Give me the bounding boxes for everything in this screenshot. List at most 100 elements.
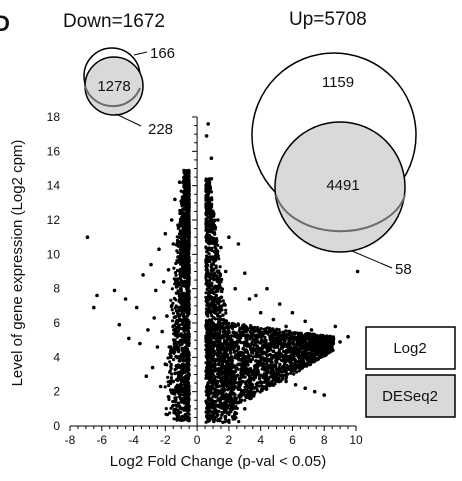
- up-cloud-point: [308, 362, 313, 367]
- up-cloud-point: [207, 339, 211, 343]
- down-cloud-point: [184, 338, 188, 342]
- up-cloud-point: [219, 289, 223, 293]
- down-cloud-point: [184, 354, 188, 358]
- up-cloud-point: [258, 355, 262, 359]
- y-tick-label: 4: [53, 350, 60, 364]
- up-cloud-point: [265, 354, 269, 358]
- venn-up: Up=5708 1159 4491 58: [251, 9, 417, 278]
- up-cloud-point: [235, 336, 239, 340]
- down-cloud-point: [186, 347, 190, 351]
- scatter-point-down: [176, 371, 180, 375]
- up-cloud-point: [246, 378, 250, 383]
- up-cloud-point: [306, 334, 310, 338]
- up-cloud-point: [288, 332, 292, 337]
- up-cloud-point: [269, 381, 274, 385]
- down-cloud-point: [175, 384, 179, 388]
- up-cloud-point: [240, 350, 244, 355]
- up-cloud-point: [245, 333, 249, 338]
- down-cloud-point: [180, 341, 184, 345]
- down-cloud-point: [182, 244, 187, 248]
- up-cloud-point: [209, 404, 213, 408]
- up-cloud-point: [267, 330, 271, 334]
- y-tick-label: 8: [53, 282, 60, 296]
- up-cloud-point: [225, 338, 229, 342]
- legend-swatch-log2: [365, 326, 456, 370]
- up-cloud-point: [268, 346, 272, 350]
- up-cloud-point: [220, 277, 224, 281]
- scatter-point-down: [163, 362, 168, 367]
- up-cloud-point: [220, 295, 224, 299]
- up-cloud-point: [218, 373, 222, 377]
- up-cloud-point: [268, 363, 273, 367]
- up-cloud-point: [217, 269, 221, 273]
- up-cloud-point: [234, 353, 238, 357]
- scatter-point-up: [204, 134, 209, 138]
- up-cloud-point: [329, 342, 333, 346]
- scatter-point-up: [271, 317, 276, 322]
- down-cloud-point: [187, 273, 191, 277]
- up-cloud-point: [320, 352, 324, 356]
- scatter-point-down: [141, 273, 145, 277]
- up-cloud-point: [281, 349, 286, 354]
- up-cloud-point: [242, 372, 246, 376]
- up-cloud-point: [285, 368, 289, 372]
- up-cloud-point: [250, 382, 254, 386]
- up-cloud-point: [306, 361, 310, 366]
- up-cloud-point: [211, 346, 215, 350]
- up-cloud-point: [225, 400, 229, 404]
- down-cloud-point: [183, 194, 187, 198]
- up-cloud-point: [223, 358, 227, 362]
- down-cloud-point: [187, 270, 191, 274]
- up-cloud-point: [213, 344, 217, 348]
- up-cloud-point: [275, 357, 279, 362]
- up-cloud-point: [206, 178, 210, 182]
- up-cloud-point: [251, 351, 255, 355]
- up-cloud-point: [279, 341, 283, 346]
- up-cloud-point: [206, 409, 211, 413]
- down-cloud-point: [172, 324, 176, 328]
- up-cloud-point: [255, 326, 260, 330]
- up-cloud-point: [237, 377, 241, 381]
- up-cloud-point: [239, 369, 243, 373]
- up-cloud-point: [297, 369, 301, 373]
- up-cloud-point: [219, 286, 223, 290]
- up-cloud-point: [273, 382, 277, 386]
- up-cloud-point: [210, 269, 214, 273]
- up-cloud-point: [305, 343, 309, 347]
- y-tick-label: 18: [47, 110, 61, 124]
- up-cloud-point: [213, 382, 217, 386]
- scatter-point-down: [168, 352, 172, 356]
- down-cloud-point: [186, 330, 190, 334]
- scatter-point-down: [185, 189, 190, 193]
- up-cloud-point: [266, 365, 270, 369]
- down-cloud-point: [172, 417, 176, 421]
- up-cloud-point: [225, 344, 230, 348]
- up-cloud-point: [214, 247, 218, 251]
- up-cloud-point: [277, 376, 281, 380]
- down-cloud-point: [184, 218, 188, 222]
- up-cloud-point: [269, 360, 273, 364]
- down-cloud-point: [181, 292, 186, 296]
- venn-up-leader: [351, 250, 393, 269]
- down-cloud-point: [172, 351, 176, 355]
- down-cloud-point: [187, 213, 191, 218]
- scatter-point-up: [216, 218, 220, 222]
- up-cloud-point: [233, 342, 237, 346]
- scatter-point-down: [163, 231, 168, 236]
- down-cloud-point: [167, 383, 171, 388]
- down-cloud-point: [173, 372, 177, 376]
- up-cloud-point: [215, 305, 219, 309]
- legend: Log2 DESeq2: [365, 326, 456, 418]
- down-cloud-point: [172, 296, 176, 300]
- up-cloud-point: [263, 329, 267, 333]
- up-cloud-point: [302, 361, 306, 365]
- up-cloud-point: [206, 210, 210, 214]
- up-cloud-point: [312, 352, 317, 356]
- up-cloud-point: [230, 389, 234, 393]
- scatter-point-down: [95, 293, 99, 298]
- up-cloud-point: [210, 295, 214, 299]
- up-cloud-point: [269, 343, 273, 347]
- up-cloud-point: [221, 420, 225, 424]
- up-cloud-point: [213, 317, 217, 321]
- up-cloud-point: [281, 377, 285, 381]
